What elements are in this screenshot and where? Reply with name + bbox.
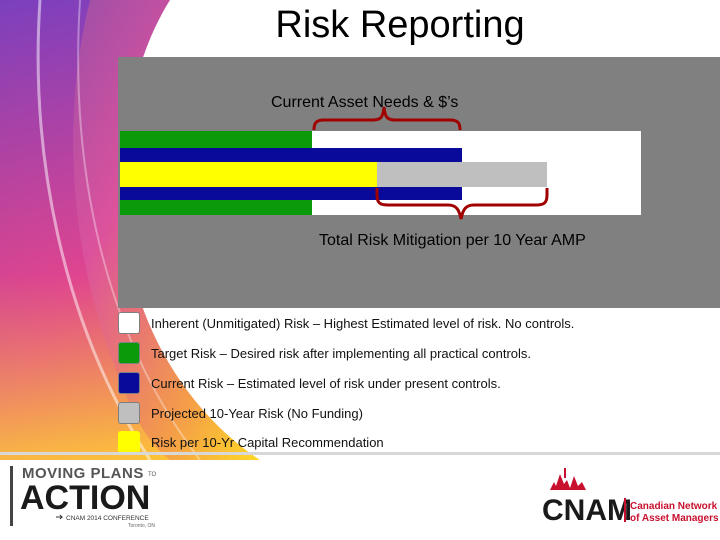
legend-label: Risk per 10-Yr Capital Recommendation xyxy=(151,435,384,450)
legend-label: Current Risk – Estimated level of risk u… xyxy=(151,376,501,391)
legend-swatch-green xyxy=(118,342,140,364)
cnam-logo: CNAM Canadian Network of Asset Managers xyxy=(542,468,718,527)
logo-location-text: Toronto, ON xyxy=(128,523,155,529)
logo-conference-text: CNAM 2014 CONFERENCE xyxy=(66,515,149,522)
footer-divider xyxy=(0,452,720,455)
legend-item-inherent-risk: Inherent (Unmitigated) Risk – Highest Es… xyxy=(118,312,678,336)
background-swoosh xyxy=(0,0,260,460)
legend-swatch-white xyxy=(118,312,140,334)
legend-label: Projected 10-Year Risk (No Funding) xyxy=(151,406,363,421)
legend-item-projected-risk: Projected 10-Year Risk (No Funding) xyxy=(118,402,678,426)
maple-skyline-icon xyxy=(550,474,586,490)
logo-cnam-sub2: of Asset Managers xyxy=(630,513,718,524)
total-risk-mitigation-label: Total Risk Mitigation per 10 Year AMP xyxy=(319,232,586,249)
legend-swatch-yellow xyxy=(118,431,140,453)
risk-diagram-panel: Current Asset Needs & $’s Total Risk Mit… xyxy=(118,57,720,308)
capital-recommendation-risk-bar xyxy=(120,162,377,187)
legend-swatch-gray xyxy=(118,402,140,424)
current-asset-needs-label: Current Asset Needs & $’s xyxy=(271,94,459,111)
logo-cnam-sub1: Canadian Network xyxy=(630,501,718,512)
legend-label: Target Risk – Desired risk after impleme… xyxy=(151,346,532,361)
legend-item-capital-recommendation-risk: Risk per 10-Yr Capital Recommendation xyxy=(118,431,678,455)
risk-bar-area xyxy=(120,131,641,215)
logo-moving-plans-text: MOVING PLANS xyxy=(22,465,144,482)
legend-item-current-risk: Current Risk – Estimated level of risk u… xyxy=(118,372,678,396)
moving-plans-to-action-logo: MOVING PLANS TO ACTION CNAM 2014 CONFERE… xyxy=(10,465,157,529)
legend-item-target-risk: Target Risk – Desired risk after impleme… xyxy=(118,342,678,366)
projected-risk-bar xyxy=(375,162,547,187)
slide-title: Risk Reporting xyxy=(275,4,525,46)
legend-label: Inherent (Unmitigated) Risk – Highest Es… xyxy=(151,316,575,331)
legend-swatch-blue xyxy=(118,372,140,394)
logo-action-text: ACTION xyxy=(20,479,150,517)
logo-cnam-text: CNAM xyxy=(542,494,632,527)
logo-to-text: TO xyxy=(148,472,157,478)
bracket-braces xyxy=(312,106,549,220)
